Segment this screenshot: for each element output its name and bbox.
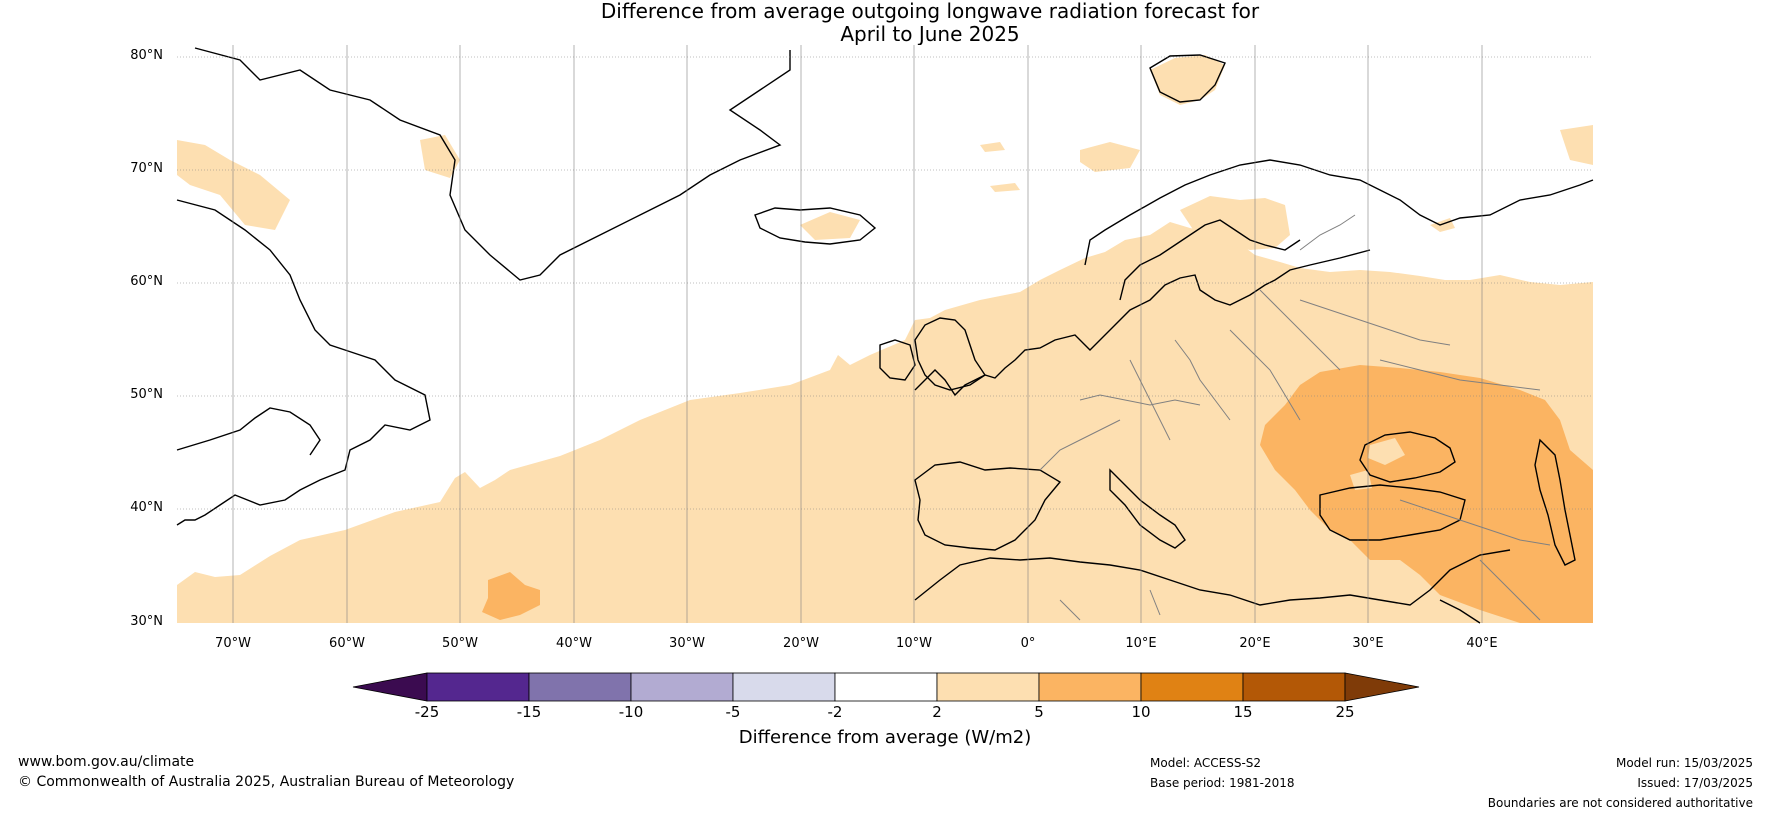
colorbar-segment [1038, 672, 1142, 702]
lat-label-30n: 30°N [130, 614, 163, 629]
lat-label-40n: 40°N [130, 500, 163, 515]
chart-title: Difference from average outgoing longwav… [230, 0, 1630, 46]
colorbar-extend-low [352, 672, 428, 702]
colorbar-tick: 2 [932, 703, 942, 721]
lon-label-20w: 20°W [783, 636, 819, 651]
lon-label-20e: 20°E [1239, 636, 1271, 651]
colorbar-tick: 15 [1233, 703, 1253, 721]
country-borders [1039, 214, 1551, 621]
colorbar-tick: 5 [1034, 703, 1044, 721]
lon-label-40w: 40°W [556, 636, 592, 651]
lon-label-40e: 40°E [1466, 636, 1498, 651]
coastlines [176, 47, 1594, 624]
website-link[interactable]: www.bom.gov.au/climate [18, 754, 195, 770]
graticule [177, 45, 1593, 623]
colorbar [352, 672, 1420, 702]
issued-text: Issued: 17/03/2025 [1637, 776, 1753, 790]
anomaly-region-2-to-5 [177, 222, 1593, 623]
colorbar-extend-high [1344, 672, 1420, 702]
model-text: Model: ACCESS-S2 [1150, 756, 1262, 770]
lon-label-30w: 30°W [669, 636, 705, 651]
anomaly-region-scandinavia [1180, 196, 1290, 250]
anomaly-region-5-to-10 [1260, 365, 1593, 623]
lat-label-60n: 60°N [130, 274, 163, 289]
colorbar-tick: 10 [1131, 703, 1151, 721]
lon-label-10e: 10°E [1125, 636, 1157, 651]
colorbar-segment [732, 672, 836, 702]
lon-label-70w: 70°W [215, 636, 251, 651]
lat-label-50n: 50°N [130, 387, 163, 402]
colorbar-tick: -15 [516, 703, 542, 721]
copyright-text: © Commonwealth of Australia 2025, Austra… [18, 774, 515, 790]
colorbar-segment [834, 672, 938, 702]
model-run-text: Model run: 15/03/2025 [1615, 756, 1753, 770]
colorbar-tick: -25 [414, 703, 440, 721]
lat-label-80n: 80°N [130, 48, 163, 63]
lon-label-50w: 50°W [442, 636, 478, 651]
colorbar-tick: -5 [725, 703, 741, 721]
colorbar-segment [1242, 672, 1346, 702]
lon-label-60w: 60°W [329, 636, 365, 651]
colorbar-tick: -2 [827, 703, 843, 721]
colorbar-segment [528, 672, 632, 702]
lon-label-0: 0° [1020, 636, 1036, 651]
colorbar-segment [630, 672, 734, 702]
disclaimer-text: Boundaries are not considered authoritat… [1487, 796, 1753, 810]
title-line-2: April to June 2025 [840, 22, 1020, 46]
lat-label-70n: 70°N [130, 161, 163, 176]
anomaly-region-greenland [1150, 55, 1225, 105]
lon-label-30e: 30°E [1352, 636, 1384, 651]
title-line-1: Difference from average outgoing longwav… [600, 0, 1260, 23]
colorbar-segment [426, 672, 530, 702]
colorbar-segment [936, 672, 1040, 702]
lon-label-10w: 10°W [896, 636, 932, 651]
colorbar-tick: 25 [1335, 703, 1355, 721]
base-period-text: Base period: 1981-2018 [1150, 776, 1295, 790]
colorbar-segment [1140, 672, 1244, 702]
colorbar-label: Difference from average (W/m2) [738, 727, 1032, 748]
anomaly-region-atlantic-blob [482, 572, 540, 620]
colorbar-tick: -10 [618, 703, 644, 721]
